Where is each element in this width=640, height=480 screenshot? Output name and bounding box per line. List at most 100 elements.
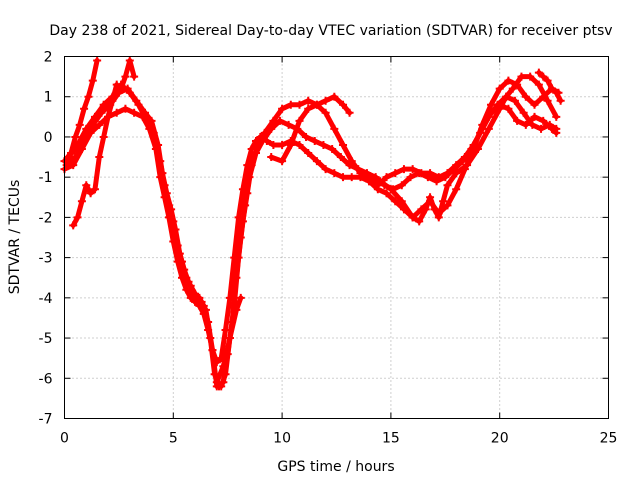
data-point-marker — [104, 112, 113, 121]
data-point-marker — [278, 104, 287, 113]
data-point-marker — [71, 132, 80, 141]
x-tick-label: 10 — [273, 431, 291, 447]
data-point-marker — [373, 185, 382, 194]
data-point-marker — [495, 84, 504, 93]
data-point-marker — [286, 100, 295, 109]
data-point-marker — [82, 124, 91, 133]
data-point-marker — [347, 173, 356, 182]
data-point-marker — [321, 165, 330, 174]
data-point-marker — [423, 173, 432, 182]
data-point-marker — [330, 169, 339, 178]
data-point-marker — [312, 157, 321, 166]
data-point-marker — [521, 92, 530, 101]
x-tick-label: 0 — [60, 431, 69, 447]
data-point-marker — [278, 140, 287, 149]
data-point-marker — [117, 80, 126, 89]
data-point-marker — [552, 112, 561, 121]
data-point-marker — [295, 140, 304, 149]
data-point-marker — [510, 96, 519, 105]
data-point-marker — [463, 161, 472, 170]
data-point-marker — [432, 177, 441, 186]
data-point-marker — [473, 145, 482, 154]
y-tick-label: -6 — [39, 371, 53, 387]
data-point-marker — [232, 305, 241, 314]
data-point-marker — [391, 169, 400, 178]
data-point-marker — [415, 169, 424, 178]
data-point-marker — [208, 346, 217, 355]
data-point-marker — [452, 169, 461, 178]
data-point-marker — [382, 189, 391, 198]
data-point-marker — [204, 317, 213, 326]
data-point-marker — [526, 72, 535, 81]
data-point-marker — [212, 378, 221, 387]
x-tick-label: 5 — [169, 431, 178, 447]
data-point-marker — [278, 157, 287, 166]
data-point-marker — [125, 88, 134, 97]
data-point-marker — [508, 84, 517, 93]
data-point-marker — [321, 96, 330, 105]
data-point-marker — [269, 140, 278, 149]
data-point-marker — [99, 132, 108, 141]
data-point-marker — [517, 72, 526, 81]
data-point-marker — [376, 177, 385, 186]
data-point-marker — [365, 173, 374, 182]
data-point-marker — [330, 92, 339, 101]
data-point-marker — [156, 157, 165, 166]
data-point-marker — [121, 104, 130, 113]
data-point-marker — [397, 181, 406, 190]
data-point-marker — [539, 72, 548, 81]
data-point-marker — [339, 140, 348, 149]
data-point-marker — [539, 116, 548, 125]
y-tick-label: 1 — [44, 90, 53, 106]
data-point-marker — [347, 157, 356, 166]
y-tick-label: -1 — [39, 170, 53, 186]
data-point-marker — [386, 185, 395, 194]
data-point-marker — [458, 157, 467, 166]
data-point-marker — [199, 301, 208, 310]
data-point-marker — [195, 293, 204, 302]
data-point-marker — [90, 185, 99, 194]
chart-title: Day 238 of 2021, Sidereal Day-to-day VTE… — [49, 23, 612, 39]
x-axis-label: GPS time / hours — [277, 459, 394, 475]
data-point-marker — [108, 92, 117, 101]
data-point-marker — [121, 72, 130, 81]
data-point-marker — [543, 96, 552, 105]
data-point-marker — [304, 149, 313, 158]
data-point-marker — [178, 257, 187, 266]
data-point-marker — [95, 153, 104, 162]
data-point-marker — [443, 201, 452, 210]
data-point-marker — [169, 217, 178, 226]
data-point-marker — [441, 173, 450, 182]
data-point-marker — [495, 104, 504, 113]
data-point-marker — [537, 124, 546, 133]
data-point-marker — [330, 124, 339, 133]
data-point-marker — [408, 213, 417, 222]
data-point-marker — [221, 326, 230, 335]
data-point-marker — [336, 153, 345, 162]
data-point-marker — [502, 92, 511, 101]
data-point-marker — [530, 100, 539, 109]
data-point-marker — [191, 289, 200, 298]
data-point-marker — [73, 140, 82, 149]
data-point-marker — [519, 108, 528, 117]
data-point-marker — [321, 108, 330, 117]
data-point-marker — [186, 281, 195, 290]
data-point-marker — [284, 120, 293, 129]
data-point-marker — [173, 241, 182, 250]
data-point-marker — [478, 120, 487, 129]
data-point-marker — [408, 165, 417, 174]
data-point-marker — [399, 165, 408, 174]
x-tick-label: 25 — [600, 431, 618, 447]
data-point-marker — [426, 193, 435, 202]
data-point-marker — [90, 112, 99, 121]
data-point-marker — [543, 76, 552, 85]
y-tick-label: -5 — [39, 331, 53, 347]
data-point-marker — [247, 161, 256, 170]
data-point-marker — [286, 140, 295, 149]
data-point-marker — [86, 189, 95, 198]
x-tick-label: 20 — [491, 431, 509, 447]
data-point-marker — [295, 116, 304, 125]
data-point-marker — [164, 201, 173, 210]
data-point-marker — [130, 72, 139, 81]
